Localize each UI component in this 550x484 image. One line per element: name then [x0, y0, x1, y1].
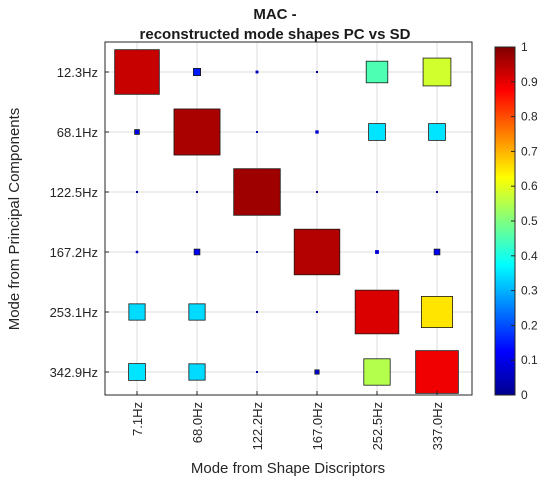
- mac-cell: [256, 131, 258, 133]
- mac-cell: [173, 108, 221, 156]
- x-tick-label: 7.1Hz: [130, 402, 145, 436]
- colorbar-tick-label: 0.1: [521, 353, 538, 367]
- colorbar-tick-label: 0.9: [521, 75, 538, 89]
- mac-cell: [256, 251, 258, 253]
- chart-title-line1: MAC -: [253, 6, 296, 23]
- plot-frame: [104, 41, 473, 396]
- x-tick-label: 122.2Hz: [250, 402, 265, 450]
- x-tick-label: 252.5Hz: [370, 402, 385, 450]
- mac-cell: [256, 371, 258, 373]
- mac-cell: [293, 228, 341, 276]
- mac-cell: [135, 250, 139, 254]
- mac-cell: [114, 49, 160, 95]
- y-tick-label: 167.2Hz: [50, 245, 98, 260]
- mac-cell: [428, 123, 446, 141]
- colorbar-tick-label: 0.4: [521, 249, 538, 263]
- mac-cell: [354, 289, 400, 335]
- mac-cell: [193, 248, 201, 256]
- mac-cell: [422, 57, 452, 87]
- mac-cell: [196, 191, 198, 193]
- mac-cell: [363, 358, 391, 386]
- mac-cell: [316, 191, 318, 193]
- colorbar-tick-label: 0.6: [521, 179, 538, 193]
- y-tick-label: 342.9Hz: [50, 365, 98, 380]
- mac-cell: [256, 311, 258, 313]
- mac-cell: [128, 303, 146, 321]
- mac-cell: [136, 191, 138, 193]
- y-tick-label: 122.5Hz: [50, 185, 98, 200]
- mac-cell: [192, 68, 201, 77]
- x-axis-label: Mode from Shape Discriptors: [191, 460, 385, 477]
- y-axis-label: Mode from Principal Components: [6, 108, 23, 331]
- colorbar-tick-label: 0.7: [521, 144, 538, 158]
- x-tick-label: 68.0Hz: [190, 402, 205, 443]
- mac-cell: [314, 369, 320, 375]
- y-tick-label: 68.1Hz: [57, 125, 98, 140]
- colorbar-tick-label: 0: [521, 388, 528, 402]
- colorbar-tick-label: 0.8: [521, 110, 538, 124]
- mac-cells: [114, 49, 459, 394]
- mac-cell: [128, 363, 146, 381]
- mac-cell: [433, 248, 441, 256]
- colorbar-tick-label: 0.5: [521, 214, 538, 228]
- y-tick-label: 12.3Hz: [57, 65, 98, 80]
- mac-cell: [420, 295, 453, 328]
- chart-title-line2: reconstructed mode shapes PC vs SD: [140, 26, 411, 43]
- y-tick-labels: 12.3Hz 68.1Hz 122.5Hz 167.2Hz 253.1Hz 342.9Hz: [50, 65, 109, 380]
- y-tick-label: 253.1Hz: [50, 305, 98, 320]
- colorbar-tick-label: 0.2: [521, 318, 538, 332]
- mac-cell: [415, 350, 459, 394]
- mac-cell: [188, 303, 206, 321]
- mac-cell: [368, 123, 386, 141]
- mac-cell: [316, 311, 318, 313]
- mac-cell: [436, 191, 438, 193]
- colorbar-ticks: 0 0.1 0.2 0.3 0.4 0.5 0.6 0.7 0.8 0.9 1: [511, 40, 538, 402]
- colorbar-tick-label: 1: [521, 40, 528, 54]
- mac-cell: [316, 71, 318, 73]
- x-tick-label: 337.0Hz: [430, 402, 445, 450]
- mac-cell: [375, 250, 379, 254]
- mac-cell: [365, 60, 389, 84]
- mac-cell: [255, 70, 259, 74]
- colorbar-tick-label: 0.3: [521, 284, 538, 298]
- mac-cell: [233, 168, 281, 216]
- mac-cell: [376, 191, 378, 193]
- mac-cell: [315, 130, 319, 134]
- x-tick-labels: 7.1Hz 68.0Hz 122.2Hz 167.0Hz 252.5Hz 337.0Hz: [130, 391, 445, 450]
- grid-lines: [105, 42, 472, 395]
- x-tick-label: 167.0Hz: [310, 402, 325, 450]
- mac-cell: [188, 363, 206, 381]
- mac-cell: [134, 129, 140, 135]
